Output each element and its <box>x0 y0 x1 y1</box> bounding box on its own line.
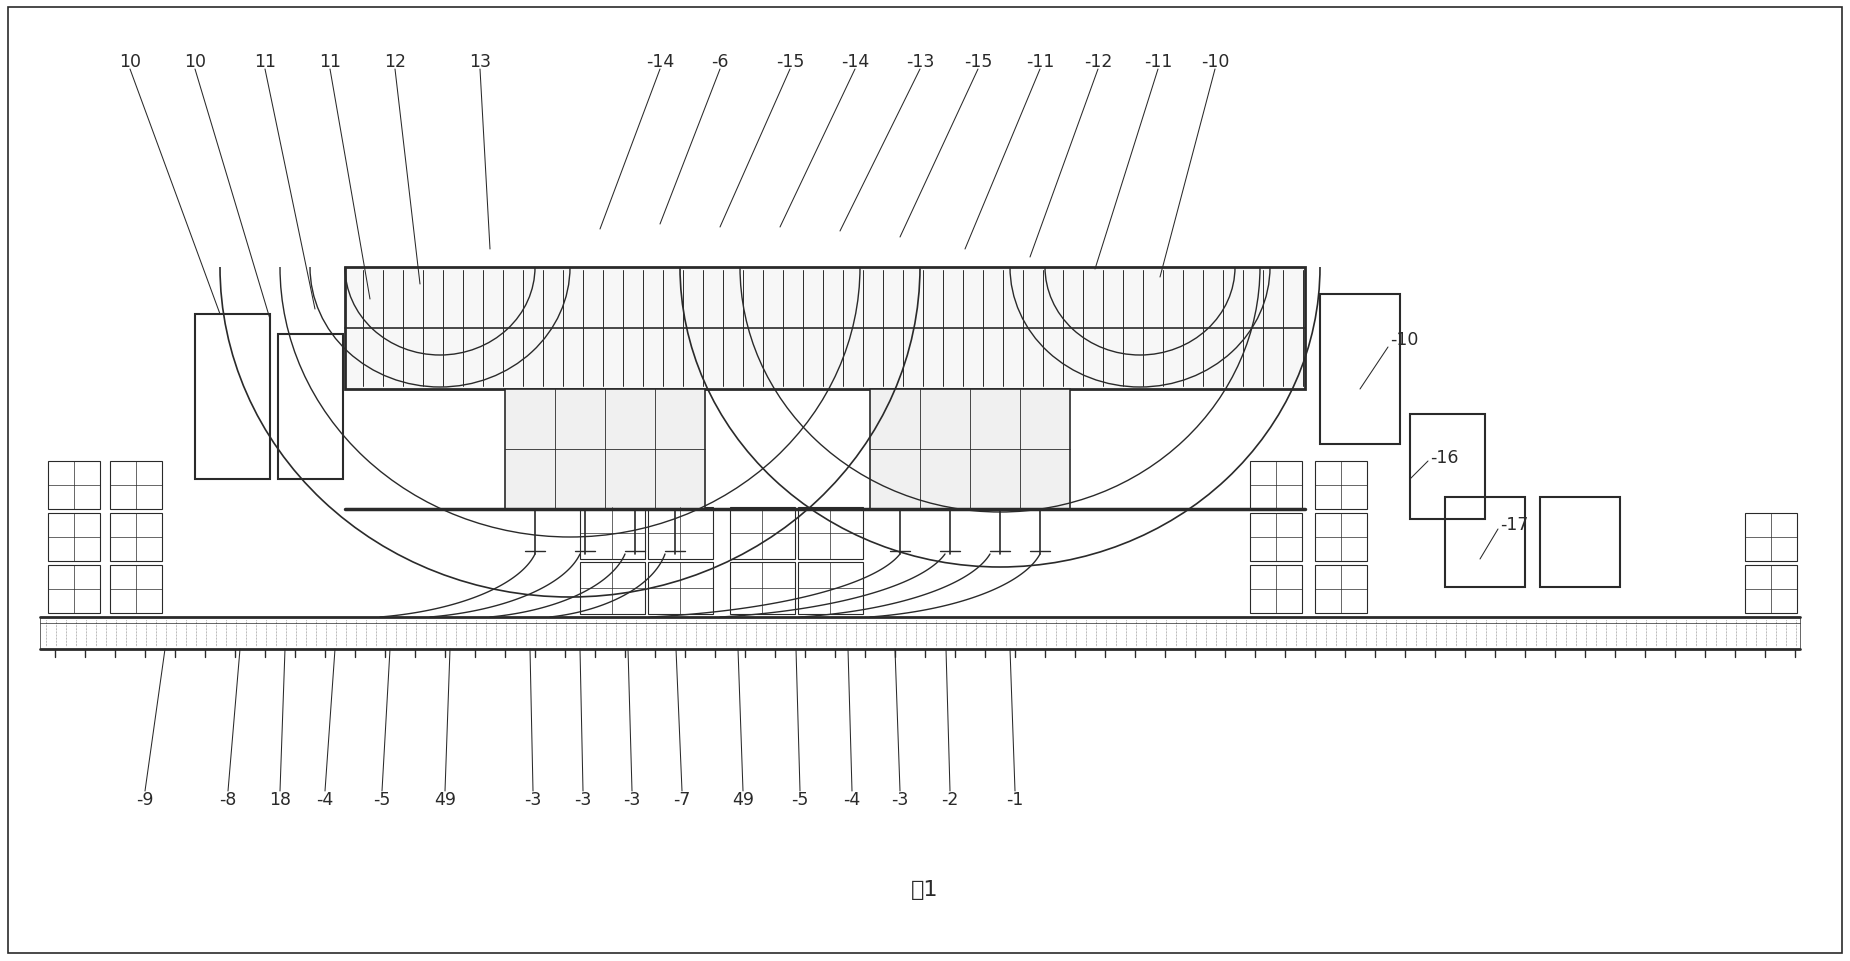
Text: 10: 10 <box>183 53 205 71</box>
Bar <box>109 565 163 613</box>
Text: 13: 13 <box>470 53 490 71</box>
Text: 图1: 图1 <box>912 879 938 899</box>
Bar <box>1321 295 1400 445</box>
Bar <box>109 461 163 509</box>
Bar <box>797 562 862 614</box>
Bar <box>1251 461 1302 509</box>
Bar <box>109 513 163 561</box>
Text: -11: -11 <box>1025 53 1054 71</box>
Bar <box>870 389 1069 509</box>
Text: -5: -5 <box>792 790 808 808</box>
Text: -3: -3 <box>524 790 542 808</box>
Bar <box>581 507 646 559</box>
Text: -10: -10 <box>1201 53 1228 71</box>
Bar <box>797 507 862 559</box>
Bar <box>1315 461 1367 509</box>
Text: -13: -13 <box>906 53 934 71</box>
Text: -6: -6 <box>710 53 729 71</box>
Text: -8: -8 <box>220 790 237 808</box>
Text: -2: -2 <box>942 790 958 808</box>
Text: -15: -15 <box>775 53 805 71</box>
Bar <box>48 513 100 561</box>
Bar <box>1410 414 1486 520</box>
Text: -3: -3 <box>574 790 592 808</box>
Text: 49: 49 <box>435 790 455 808</box>
Text: -9: -9 <box>137 790 154 808</box>
Bar <box>648 562 712 614</box>
Bar <box>48 565 100 613</box>
Text: 11: 11 <box>253 53 276 71</box>
Bar <box>1315 513 1367 561</box>
Text: -4: -4 <box>844 790 860 808</box>
Text: -15: -15 <box>964 53 992 71</box>
Text: -1: -1 <box>1006 790 1023 808</box>
Text: -7: -7 <box>673 790 690 808</box>
Text: -12: -12 <box>1084 53 1112 71</box>
Text: -5: -5 <box>374 790 390 808</box>
Text: -3: -3 <box>623 790 640 808</box>
Text: -14: -14 <box>646 53 673 71</box>
Bar <box>731 562 796 614</box>
Text: -14: -14 <box>842 53 869 71</box>
Text: -4: -4 <box>316 790 333 808</box>
Bar <box>1251 513 1302 561</box>
Text: -10: -10 <box>1389 331 1419 349</box>
Bar <box>1251 565 1302 613</box>
Text: -3: -3 <box>892 790 908 808</box>
Bar <box>41 617 1800 650</box>
Bar <box>1315 565 1367 613</box>
Bar <box>278 334 342 480</box>
Bar <box>1539 498 1621 587</box>
Text: -16: -16 <box>1430 449 1458 466</box>
Text: 11: 11 <box>318 53 340 71</box>
Bar <box>648 507 712 559</box>
Text: 12: 12 <box>385 53 405 71</box>
Bar <box>194 314 270 480</box>
Bar <box>344 268 1304 389</box>
Bar <box>1745 513 1796 561</box>
Bar <box>1745 565 1796 613</box>
Text: -17: -17 <box>1500 515 1528 533</box>
Bar <box>505 389 705 509</box>
Bar <box>1445 498 1524 587</box>
Text: 10: 10 <box>118 53 141 71</box>
Text: 18: 18 <box>268 790 290 808</box>
Bar <box>581 562 646 614</box>
Bar <box>48 461 100 509</box>
Text: 49: 49 <box>733 790 755 808</box>
Bar <box>731 507 796 559</box>
Text: -11: -11 <box>1143 53 1173 71</box>
